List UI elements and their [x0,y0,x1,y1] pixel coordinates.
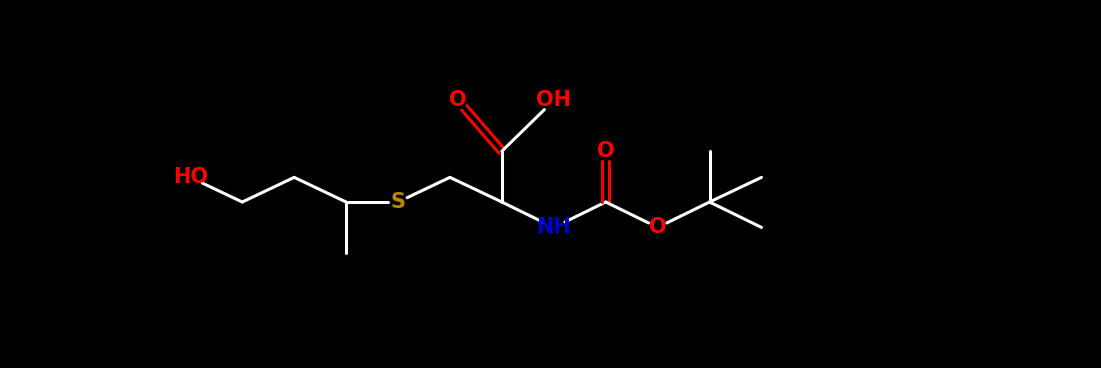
Text: NH: NH [536,217,571,237]
Text: OH: OH [536,91,571,110]
Text: S: S [391,192,405,212]
Text: O: O [449,91,467,110]
Text: O: O [648,217,666,237]
Text: HO: HO [173,167,208,187]
Text: O: O [597,141,614,161]
